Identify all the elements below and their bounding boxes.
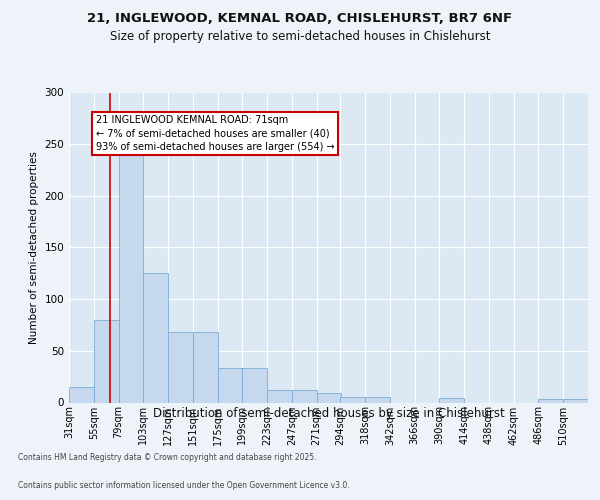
- Bar: [242, 368, 267, 402]
- Bar: [119, 144, 143, 403]
- Bar: [193, 332, 218, 402]
- Text: Contains public sector information licensed under the Open Government Licence v3: Contains public sector information licen…: [18, 481, 350, 490]
- Bar: [94, 320, 119, 402]
- Bar: [69, 387, 94, 402]
- Bar: [267, 390, 292, 402]
- Text: Distribution of semi-detached houses by size in Chislehurst: Distribution of semi-detached houses by …: [153, 408, 505, 420]
- Bar: [168, 332, 193, 402]
- Bar: [538, 400, 563, 402]
- Bar: [563, 400, 588, 402]
- Text: 21, INGLEWOOD, KEMNAL ROAD, CHISLEHURST, BR7 6NF: 21, INGLEWOOD, KEMNAL ROAD, CHISLEHURST,…: [88, 12, 512, 26]
- Bar: [218, 368, 242, 402]
- Bar: [292, 390, 317, 402]
- Bar: [439, 398, 464, 402]
- Bar: [317, 393, 341, 402]
- Text: 21 INGLEWOOD KEMNAL ROAD: 71sqm
← 7% of semi-detached houses are smaller (40)
93: 21 INGLEWOOD KEMNAL ROAD: 71sqm ← 7% of …: [96, 115, 334, 152]
- Text: Contains HM Land Registry data © Crown copyright and database right 2025.: Contains HM Land Registry data © Crown c…: [18, 454, 317, 462]
- Bar: [340, 398, 365, 402]
- Text: Size of property relative to semi-detached houses in Chislehurst: Size of property relative to semi-detach…: [110, 30, 490, 43]
- Bar: [143, 274, 168, 402]
- Y-axis label: Number of semi-detached properties: Number of semi-detached properties: [29, 151, 39, 344]
- Bar: [365, 398, 390, 402]
